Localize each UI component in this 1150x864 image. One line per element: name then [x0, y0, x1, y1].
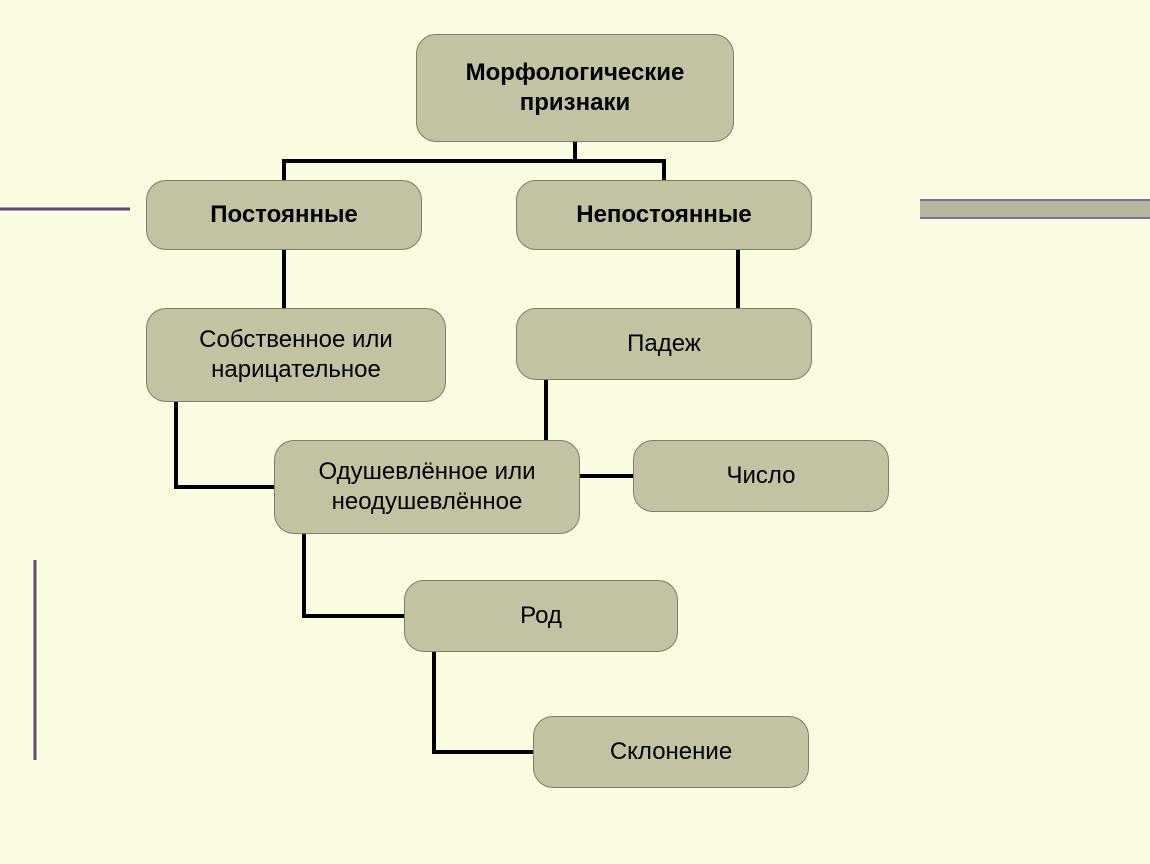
node-case: Падеж	[516, 308, 812, 380]
node-root: Морфологические признаки	[416, 34, 734, 142]
node-label: Постоянные	[210, 200, 358, 230]
node-nonperm: Непостоянные	[516, 180, 812, 250]
node-label: Число	[726, 461, 795, 491]
node-proper: Собственное или нарицательное	[146, 308, 446, 402]
node-label: Морфологические признаки	[466, 58, 685, 118]
node-label: Непостоянные	[576, 200, 752, 230]
node-animate: Одушевлённое или неодушевлённое	[274, 440, 580, 534]
node-declension: Склонение	[533, 716, 809, 788]
node-permanent: Постоянные	[146, 180, 422, 250]
node-label: Род	[520, 601, 562, 631]
node-label: Одушевлённое или неодушевлённое	[319, 457, 536, 517]
node-label: Склонение	[610, 737, 732, 767]
node-gender: Род	[404, 580, 678, 652]
node-number: Число	[633, 440, 889, 512]
node-label: Собственное или нарицательное	[199, 325, 393, 385]
node-label: Падеж	[627, 329, 701, 359]
